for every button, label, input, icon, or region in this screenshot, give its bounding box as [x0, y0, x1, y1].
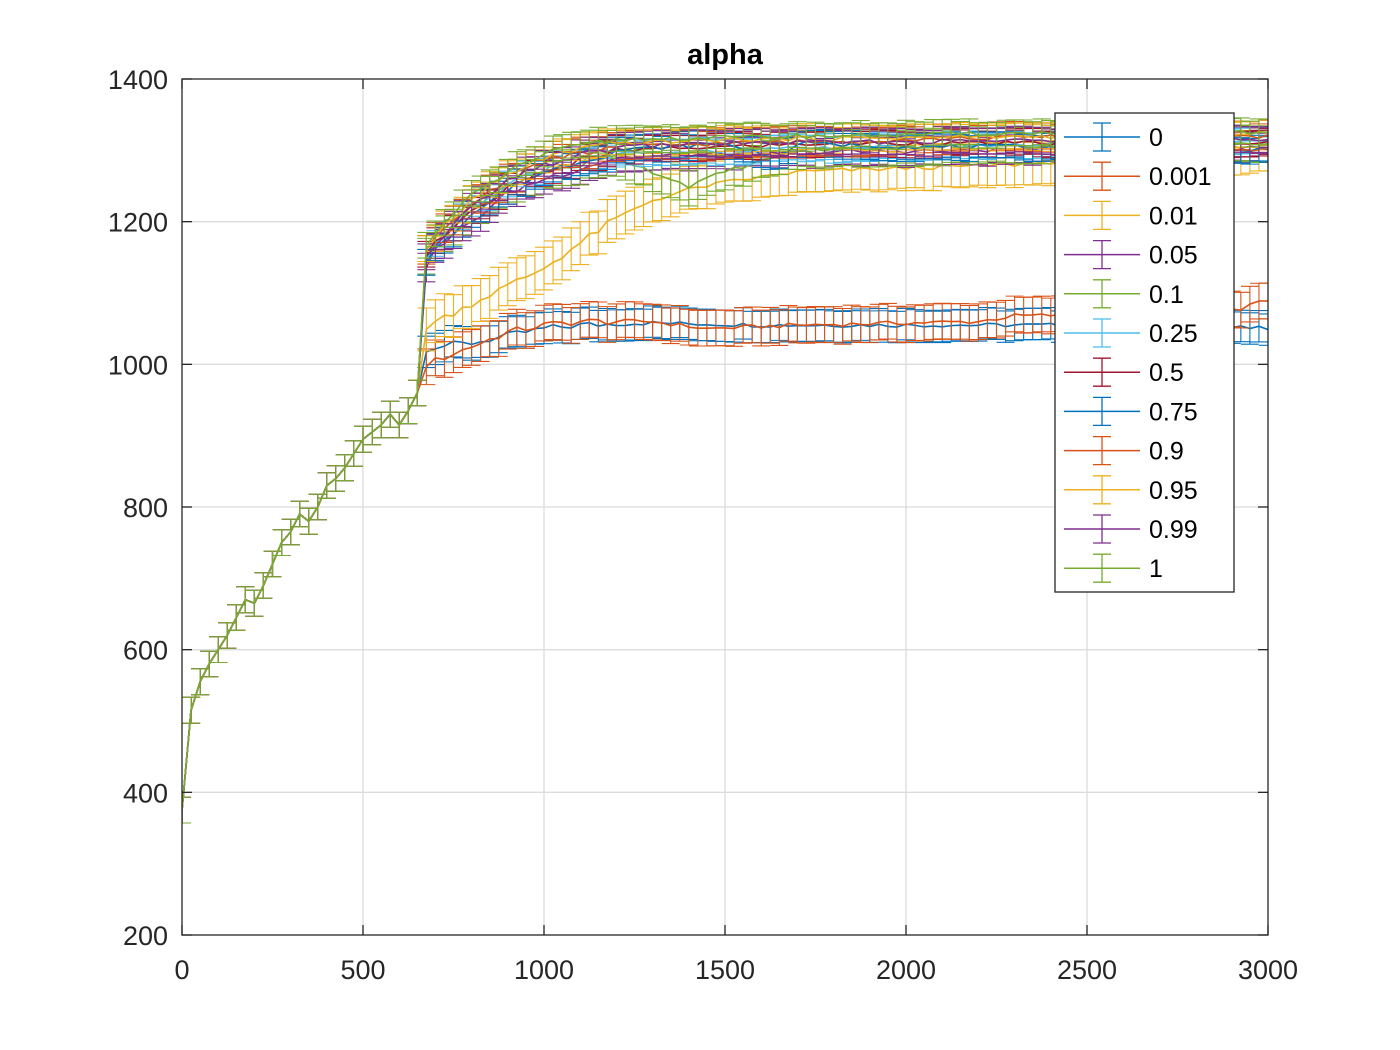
legend-label: 0.25: [1149, 320, 1198, 348]
legend-entry-0.95: 0.95: [1064, 475, 1198, 505]
chart-title: alpha: [687, 39, 764, 71]
y-tick-label: 600: [123, 636, 168, 666]
x-tick-label: 3000: [1238, 955, 1298, 985]
x-tick-label: 0: [174, 955, 189, 985]
x-tick-label: 500: [340, 955, 385, 985]
legend-entry-0.9: 0.9: [1064, 435, 1184, 466]
x-tick-label: 1000: [514, 955, 574, 985]
x-tick-label: 2500: [1057, 955, 1117, 985]
legend-label: 0.05: [1149, 242, 1198, 270]
legend: 0 0.001 0.01 0.05 0.1 0.25 0.5 0.75 0.9 0.95 0.99 1: [1054, 112, 1235, 593]
legend-label: 0.99: [1149, 516, 1198, 544]
legend-entry-0.001: 0.001: [1064, 161, 1212, 191]
y-tick-label: 1200: [108, 208, 168, 238]
x-tick-label: 1500: [695, 955, 755, 985]
y-tick-label: 1000: [108, 350, 168, 380]
legend-label: 0: [1149, 124, 1163, 152]
legend-entry-0.01: 0.01: [1064, 200, 1198, 230]
legend-label: 0.75: [1149, 398, 1198, 426]
legend-entry-0: 0: [1064, 122, 1163, 152]
legend-label: 0.9: [1149, 438, 1184, 466]
legend-entry-0.25: 0.25: [1064, 318, 1198, 348]
y-tick-label: 200: [123, 921, 168, 951]
legend-entry-0.1: 0.1: [1064, 279, 1184, 309]
y-tick-label: 400: [123, 778, 168, 808]
legend-entry-1: 1: [1064, 553, 1163, 583]
x-tick-label: 2000: [876, 955, 936, 985]
legend-entry-0.05: 0.05: [1064, 239, 1198, 270]
legend-box: [1054, 112, 1235, 593]
legend-label: 0.5: [1149, 359, 1184, 387]
legend-label: 0.95: [1149, 477, 1198, 505]
ticks: 0 500 1000 1500 2000 2500 3000 200 400 600 800 1000…: [108, 65, 1298, 985]
legend-entry-0.5: 0.5: [1064, 357, 1184, 387]
legend-label: 0.01: [1149, 202, 1198, 230]
legend-label: 1: [1149, 555, 1163, 583]
legend-entry-0.75: 0.75: [1064, 396, 1198, 426]
legend-label: 0.1: [1149, 281, 1184, 309]
legend-label: 0.001: [1149, 163, 1212, 191]
legend-entry-0.99: 0.99: [1064, 514, 1198, 544]
y-tick-label: 800: [123, 493, 168, 523]
y-tick-label: 1400: [108, 65, 168, 95]
